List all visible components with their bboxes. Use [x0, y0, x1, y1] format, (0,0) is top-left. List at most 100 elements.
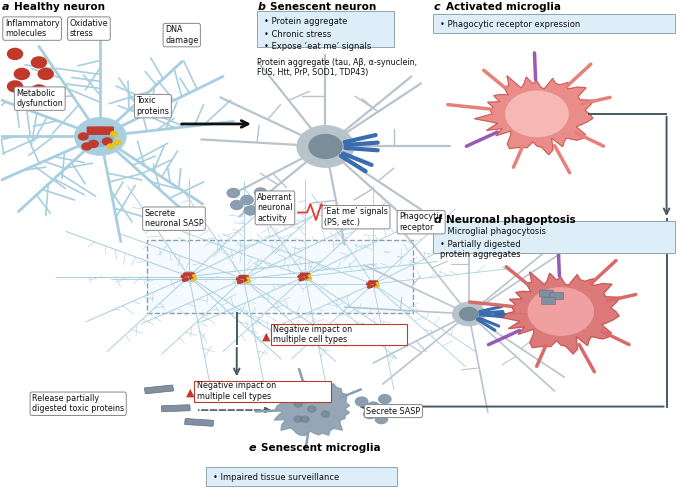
Circle shape [294, 416, 302, 422]
Circle shape [375, 286, 377, 288]
FancyBboxPatch shape [87, 126, 114, 135]
Circle shape [301, 416, 309, 422]
FancyBboxPatch shape [161, 405, 190, 412]
FancyBboxPatch shape [184, 272, 195, 277]
Circle shape [185, 278, 188, 281]
Circle shape [14, 68, 29, 79]
Circle shape [368, 286, 371, 288]
Circle shape [245, 280, 247, 282]
Text: Protein aggregate (tau, Aβ, α-synuclein,
FUS, Htt, PrP, SOD1, TDP43): Protein aggregate (tau, Aβ, α-synuclein,… [258, 58, 417, 77]
Bar [195, 381, 331, 401]
Circle shape [297, 125, 354, 167]
Text: Secrete
neuronal SASP: Secrete neuronal SASP [145, 209, 203, 228]
Circle shape [299, 279, 302, 281]
Text: ‘Eat me’ signals
(PS, etc.): ‘Eat me’ signals (PS, etc.) [324, 207, 388, 227]
Circle shape [367, 402, 379, 411]
Circle shape [248, 280, 250, 282]
FancyBboxPatch shape [145, 385, 174, 394]
FancyBboxPatch shape [550, 293, 564, 299]
Circle shape [366, 283, 369, 285]
Circle shape [321, 411, 329, 417]
Circle shape [505, 91, 569, 137]
FancyBboxPatch shape [300, 273, 310, 277]
Circle shape [192, 275, 195, 277]
Text: • Chronic stress: • Chronic stress [264, 30, 332, 39]
Text: • Impaired tissue surveillance: • Impaired tissue surveillance [213, 473, 339, 481]
Circle shape [86, 126, 114, 147]
Circle shape [190, 277, 193, 280]
Text: Activated microglia: Activated microglia [445, 3, 560, 13]
Circle shape [89, 140, 98, 147]
Circle shape [298, 276, 301, 278]
Circle shape [182, 279, 186, 281]
Polygon shape [475, 76, 595, 155]
Text: Phagocytic
receptor: Phagocytic receptor [399, 212, 443, 232]
Circle shape [294, 401, 302, 407]
Text: Negative impact on
multiple cell types: Negative impact on multiple cell types [197, 381, 275, 401]
FancyBboxPatch shape [258, 12, 394, 47]
Text: ~: ~ [397, 253, 405, 263]
Text: • Expose ‘eat me’ signals: • Expose ‘eat me’ signals [264, 42, 371, 51]
Text: DNA
damage: DNA damage [165, 25, 199, 45]
Circle shape [459, 307, 479, 321]
FancyBboxPatch shape [368, 280, 378, 284]
Text: • Microglial phagocytosis: • Microglial phagocytosis [440, 227, 546, 236]
Circle shape [307, 279, 310, 281]
Circle shape [237, 275, 250, 284]
Circle shape [379, 394, 391, 403]
Circle shape [364, 409, 376, 418]
Text: • Protein aggregate: • Protein aggregate [264, 18, 347, 26]
Text: • Phagocytic receptor expression: • Phagocytic receptor expression [440, 20, 580, 29]
Text: Healthy neuron: Healthy neuron [14, 3, 105, 13]
Circle shape [79, 133, 88, 140]
Circle shape [301, 274, 308, 279]
Circle shape [375, 414, 388, 424]
Circle shape [271, 194, 284, 203]
Circle shape [356, 397, 368, 406]
Circle shape [236, 278, 240, 280]
Text: Aberrant
neuronal
activity: Aberrant neuronal activity [258, 193, 292, 223]
Circle shape [387, 408, 399, 417]
Circle shape [376, 283, 378, 284]
FancyBboxPatch shape [184, 418, 214, 426]
Circle shape [241, 196, 253, 205]
Text: ~: ~ [383, 248, 391, 258]
Circle shape [185, 274, 193, 280]
Circle shape [110, 131, 117, 136]
Text: • Partially digested
protein aggregates: • Partially digested protein aggregates [440, 240, 521, 260]
Circle shape [258, 200, 270, 209]
Circle shape [194, 278, 197, 280]
Circle shape [374, 285, 377, 287]
Bar [271, 324, 408, 345]
Circle shape [301, 278, 304, 280]
Circle shape [246, 282, 248, 283]
Circle shape [75, 117, 126, 155]
Text: Metabolic
dysfunction: Metabolic dysfunction [16, 89, 63, 108]
FancyBboxPatch shape [433, 221, 675, 253]
Circle shape [227, 189, 240, 198]
Circle shape [452, 302, 485, 326]
Text: Oxidative
stress: Oxidative stress [70, 19, 108, 38]
Text: ▲: ▲ [262, 331, 271, 342]
Circle shape [8, 81, 23, 92]
Circle shape [314, 396, 323, 402]
Text: b: b [258, 3, 265, 13]
Text: Toxic
proteins: Toxic proteins [136, 97, 169, 116]
Circle shape [231, 201, 243, 209]
Circle shape [368, 280, 379, 288]
Text: Senescent microglia: Senescent microglia [261, 443, 381, 453]
Circle shape [377, 285, 379, 287]
Circle shape [32, 57, 47, 68]
Circle shape [264, 208, 277, 217]
Text: d: d [433, 215, 441, 225]
Text: ▲: ▲ [186, 388, 195, 397]
Text: Negative impact on
multiple cell types: Negative impact on multiple cell types [273, 325, 352, 344]
Circle shape [321, 396, 329, 402]
Circle shape [308, 406, 316, 412]
Text: Senescent neuron: Senescent neuron [269, 3, 376, 13]
FancyBboxPatch shape [542, 297, 556, 304]
Circle shape [245, 206, 257, 215]
Polygon shape [496, 272, 621, 354]
Text: Release partially
digested toxic proteins: Release partially digested toxic protein… [32, 394, 124, 413]
FancyBboxPatch shape [540, 290, 553, 297]
